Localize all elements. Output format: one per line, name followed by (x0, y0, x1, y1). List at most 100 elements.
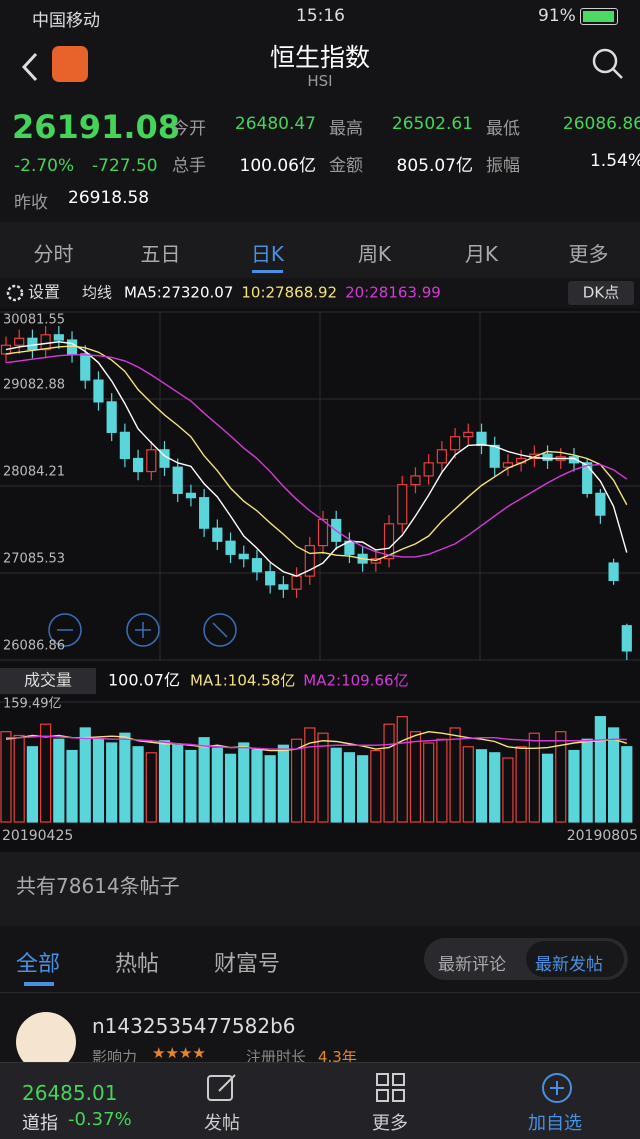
volume-bar (238, 742, 250, 823)
action[interactable]: 更多 (372, 1113, 408, 1134)
back-button[interactable] (18, 50, 42, 84)
volume-bar (396, 716, 408, 823)
prev-close: 26918.58 (68, 188, 150, 208)
volume-bar (594, 716, 606, 823)
volume-bar (277, 744, 289, 823)
ma-line (5, 731, 627, 752)
period-tab[interactable]: 日K (250, 242, 285, 266)
stat-value: 100.06亿 (239, 156, 316, 176)
divider (0, 992, 640, 993)
y-tick-label: 26086.86 (3, 639, 65, 654)
index-name: 道指 (22, 1113, 58, 1134)
period-tab[interactable]: 分时 (33, 242, 74, 266)
candle-body (568, 456, 580, 464)
stat-value: 805.07亿 (396, 156, 473, 176)
candle-body (595, 492, 606, 516)
volume-bar (224, 753, 237, 823)
volume-bar (119, 732, 131, 823)
post-icon[interactable] (205, 1071, 239, 1105)
tab-indicator (24, 982, 54, 986)
zoom-controls (48, 613, 237, 647)
candle-body (476, 431, 487, 447)
index-value[interactable]: 26485.01 (22, 1081, 118, 1105)
candle-body (132, 457, 144, 473)
ma-line (5, 354, 628, 558)
stat-value: 1.54% (589, 151, 640, 171)
volume-bar (304, 727, 316, 823)
candle-body (172, 466, 183, 494)
stat-label: 金额 (329, 156, 363, 176)
change-pct: -2.70% (14, 156, 75, 176)
volume-bar (383, 723, 395, 823)
volume-bar (317, 732, 329, 823)
post-tab[interactable]: 全部 (16, 952, 61, 977)
candle-body (291, 575, 302, 590)
candle-body (14, 337, 25, 346)
volume-bar (515, 746, 527, 823)
stat-label: 今开 (172, 119, 206, 139)
volume-bar (541, 753, 554, 823)
volume-bar (106, 742, 118, 823)
dk-button[interactable] (568, 281, 634, 305)
post-count: 共有78614条帖子 (16, 874, 180, 898)
candle-body (238, 553, 249, 560)
settings-icon (6, 284, 24, 302)
volume-bar (66, 749, 78, 823)
post-tab[interactable]: 热帖 (115, 952, 160, 977)
volume-bar (370, 749, 382, 823)
stat-label: 总手 (172, 156, 206, 176)
stat-value: 26502.61 (391, 114, 473, 134)
stat-label: 振幅 (486, 156, 520, 176)
sort-option[interactable]: 最新评论 (438, 955, 506, 975)
volume-bar (0, 731, 12, 823)
candle-body (119, 431, 130, 460)
volume-bar (423, 742, 435, 823)
action[interactable]: 加自选 (528, 1113, 582, 1134)
legend-entry: 20:28163.99 (345, 284, 441, 302)
candle-body (542, 453, 553, 461)
candle-body (582, 462, 593, 494)
post-tab[interactable]: 财富号 (214, 952, 281, 977)
candle-body (185, 492, 197, 499)
search-button[interactable] (590, 46, 626, 82)
volume-bar (198, 737, 210, 823)
period-tab[interactable]: 周K (357, 242, 392, 266)
period-tabs: 分时 五日 日K 周K 月K 更多 (0, 228, 640, 276)
volume-bar (357, 755, 369, 823)
volume-bar (462, 746, 474, 823)
candle-body (423, 462, 434, 477)
volume-bar (26, 746, 39, 823)
zoom-out[interactable] (48, 613, 82, 647)
period-tab[interactable]: 月K (464, 242, 499, 266)
fullscreen[interactable] (203, 613, 237, 647)
more-icon[interactable] (374, 1071, 408, 1105)
period-tab[interactable]: 五日 (140, 242, 181, 266)
app-icon[interactable] (52, 46, 88, 82)
settings[interactable]: 设置 (28, 283, 60, 302)
volume-bar (172, 744, 184, 823)
action[interactable]: 发帖 (204, 1113, 240, 1134)
add-icon[interactable] (540, 1071, 574, 1105)
stat-label: 最高 (329, 119, 363, 139)
volume-bar (211, 747, 223, 823)
candle-body (397, 484, 408, 525)
candle-body (436, 449, 447, 464)
username[interactable]: n1432535477582b6 (92, 1014, 296, 1038)
carrier: 中国移动 (32, 11, 100, 31)
volume-bar (264, 755, 276, 823)
period-tab[interactable]: 更多 (568, 242, 609, 266)
posts-area: 全部 热帖 财富号 最新评论 最新发帖 n1432535477582b6 影响力 ★… (0, 926, 640, 1072)
volume-bar (13, 734, 25, 823)
reg-value: 4.3年 (318, 1048, 357, 1066)
zoom-in[interactable] (126, 613, 160, 647)
y-tick-label: 159.49亿 (3, 697, 62, 712)
y-tick-label: 30081.55 (3, 313, 65, 328)
price: 26191.08 (12, 108, 181, 146)
candle-body (608, 562, 619, 582)
sort-option[interactable]: 最新发帖 (535, 955, 603, 975)
candle-body (146, 449, 157, 473)
volume-bar (145, 752, 157, 823)
candle-body (40, 334, 51, 351)
volume-bar (330, 747, 342, 823)
volume-bar (40, 723, 52, 823)
